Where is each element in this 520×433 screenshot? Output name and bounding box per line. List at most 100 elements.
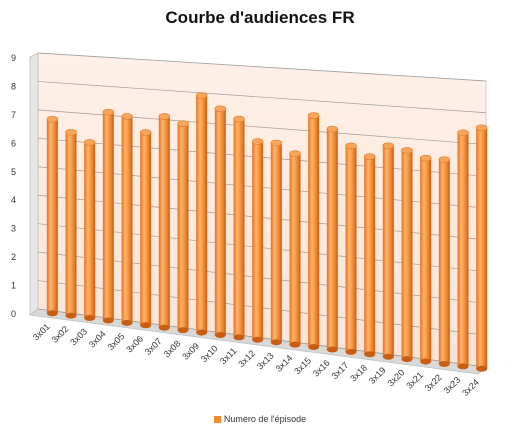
bar-base <box>233 334 245 341</box>
y-tick-label: 3 <box>11 224 16 234</box>
x-tick-label: 3x24 <box>460 377 481 398</box>
x-tick-label: 3x02 <box>50 324 71 345</box>
x-tick-label: 3x12 <box>236 348 257 369</box>
x-tick-label: 3x22 <box>423 372 444 393</box>
bar-body <box>345 145 357 352</box>
bar-top <box>158 113 171 120</box>
bar-body <box>214 108 226 335</box>
bar-base <box>364 351 376 358</box>
bar-body <box>457 132 469 367</box>
bar-top <box>139 129 152 136</box>
x-tick-label: 3x19 <box>367 365 388 386</box>
bar-3x21 <box>419 154 432 365</box>
bar-3x05 <box>121 113 133 326</box>
bar-base <box>476 365 488 372</box>
bar-base <box>46 310 58 317</box>
bar-3x02 <box>65 128 77 319</box>
bar-top <box>289 150 301 157</box>
bar-top <box>102 108 115 116</box>
gridline <box>37 52 487 82</box>
y-axis: 0 1 2 3 4 5 6 7 8 9 <box>11 53 16 319</box>
x-tick-label: 3x03 <box>68 326 89 347</box>
x-tick-label: 3x04 <box>87 329 108 350</box>
bar-top <box>457 129 469 137</box>
bar-3x22 <box>438 156 451 367</box>
chart-title: Courbe d'audiences FR <box>165 8 355 27</box>
bar-body <box>102 112 114 321</box>
bar-body <box>308 115 320 348</box>
x-tick-label: 3x15 <box>292 355 313 376</box>
bar-body <box>476 127 488 369</box>
bar-base <box>158 324 170 331</box>
bar-base <box>177 327 189 334</box>
y-tick-label: 9 <box>11 53 16 63</box>
bar-3x10 <box>214 105 227 338</box>
gridline <box>37 81 487 114</box>
bar-top <box>270 139 283 147</box>
bar-body <box>252 141 264 340</box>
bar-body <box>65 132 77 316</box>
x-tick-label: 3x18 <box>348 363 369 384</box>
x-tick-label: 3x11 <box>218 346 238 366</box>
bar-3x12 <box>251 138 264 343</box>
bar-top <box>475 124 488 132</box>
x-tick-label: 3x05 <box>106 331 127 352</box>
bar-body <box>84 142 96 319</box>
bar-3x20 <box>401 147 413 363</box>
legend-swatch <box>213 415 221 423</box>
x-tick-label: 3x20 <box>386 367 407 388</box>
bar-body <box>158 116 170 328</box>
y-tick-label: 8 <box>11 81 16 91</box>
x-tick-label: 3x21 <box>404 370 425 391</box>
bar-base <box>438 360 450 367</box>
bar-body <box>364 156 376 355</box>
bar-top <box>363 153 376 160</box>
bar-3x01 <box>46 116 59 317</box>
bar-top <box>382 142 395 150</box>
bar-base <box>308 344 320 351</box>
bar-base <box>457 363 469 370</box>
legend-label: Numero de l'épisode <box>223 414 307 424</box>
bar-3x23 <box>457 129 469 370</box>
bar-top <box>438 156 451 163</box>
bar-3x17 <box>345 142 357 355</box>
bar-3x07 <box>158 113 171 331</box>
bar-body <box>121 116 133 323</box>
bar-base <box>382 353 394 360</box>
bar-3x19 <box>382 142 395 360</box>
x-tick-label: 3x01 <box>31 322 52 343</box>
legend: Numero de l'épisode <box>0 414 520 424</box>
bar-body <box>382 145 394 357</box>
bar-body <box>177 123 189 331</box>
bar-top <box>251 138 264 145</box>
x-tick-label: 3x06 <box>124 334 145 355</box>
bar-body <box>196 95 208 333</box>
y-tick-label: 0 <box>11 309 16 319</box>
bar-3x24 <box>475 124 488 372</box>
bar-3x08 <box>177 120 189 334</box>
bar-body <box>438 159 450 364</box>
bar-3x04 <box>102 108 115 324</box>
bar-top <box>307 112 320 119</box>
bar-top <box>401 147 413 154</box>
x-tick-label: 3x07 <box>143 336 164 357</box>
bar-base <box>140 322 152 329</box>
bar-3x18 <box>363 153 376 358</box>
bar-body <box>270 143 282 343</box>
y-tick-label: 1 <box>11 281 16 291</box>
bar-body <box>326 129 338 350</box>
bar-base <box>214 331 226 338</box>
bar-base <box>252 336 264 343</box>
bar-body <box>46 119 58 314</box>
bar-top <box>83 139 96 146</box>
bar-base <box>270 339 282 346</box>
x-tick-label: 3x16 <box>311 358 332 379</box>
x-tick-label: 3x13 <box>255 351 276 372</box>
bar-body <box>289 153 301 345</box>
bar-3x06 <box>139 129 152 329</box>
bar-top <box>345 142 357 150</box>
bars <box>46 92 488 372</box>
bar-3x14 <box>289 150 301 348</box>
bar-3x09 <box>195 92 208 336</box>
